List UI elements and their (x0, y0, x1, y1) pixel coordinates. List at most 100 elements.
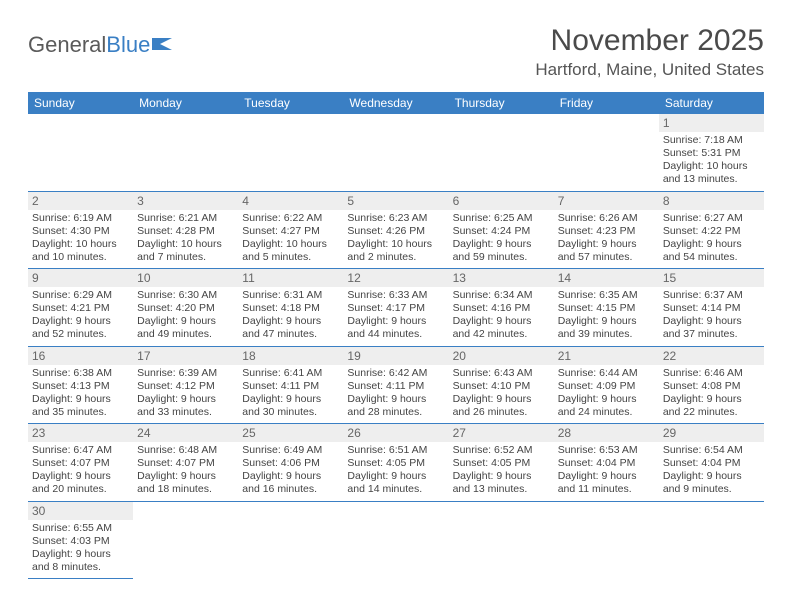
calendar-cell: 27 Sunrise: 6:52 AMSunset: 4:05 PMDayligh… (449, 424, 554, 502)
day-info: Sunrise: 6:55 AMSunset: 4:03 PMDaylight:… (32, 522, 129, 575)
day-number: 12 (343, 269, 448, 287)
calendar-cell: 30 Sunrise: 6:55 AMSunset: 4:03 PMDayligh… (28, 501, 133, 579)
day-info: Sunrise: 6:33 AMSunset: 4:17 PMDaylight:… (347, 289, 444, 342)
weekday-header: Wednesday (343, 92, 448, 114)
calendar-cell: 16 Sunrise: 6:38 AMSunset: 4:13 PMDayligh… (28, 346, 133, 424)
day-info: Sunrise: 6:25 AMSunset: 4:24 PMDaylight:… (453, 212, 550, 265)
day-info: Sunrise: 6:49 AMSunset: 4:06 PMDaylight:… (242, 444, 339, 497)
calendar-cell: 15 Sunrise: 6:37 AMSunset: 4:14 PMDayligh… (659, 269, 764, 347)
day-number: 5 (343, 192, 448, 210)
calendar-cell: 25 Sunrise: 6:49 AMSunset: 4:06 PMDayligh… (238, 424, 343, 502)
day-info: Sunrise: 6:46 AMSunset: 4:08 PMDaylight:… (663, 367, 760, 420)
day-info: Sunrise: 6:35 AMSunset: 4:15 PMDaylight:… (558, 289, 655, 342)
calendar-cell: 12 Sunrise: 6:33 AMSunset: 4:17 PMDayligh… (343, 269, 448, 347)
day-info: Sunrise: 6:30 AMSunset: 4:20 PMDaylight:… (137, 289, 234, 342)
day-info: Sunrise: 6:38 AMSunset: 4:13 PMDaylight:… (32, 367, 129, 420)
calendar-cell: 7 Sunrise: 6:26 AMSunset: 4:23 PMDaylight… (554, 191, 659, 269)
day-number: 6 (449, 192, 554, 210)
calendar-cell: 19Sunrise: 6:42 AMSunset: 4:11 PMDayligh… (343, 346, 448, 424)
day-number: 1 (659, 114, 764, 132)
day-info: Sunrise: 6:43 AMSunset: 4:10 PMDaylight:… (453, 367, 550, 420)
day-info: Sunrise: 6:44 AMSunset: 4:09 PMDaylight:… (558, 367, 655, 420)
day-info: Sunrise: 6:27 AMSunset: 4:22 PMDaylight:… (663, 212, 760, 265)
day-info: Sunrise: 6:34 AMSunset: 4:16 PMDaylight:… (453, 289, 550, 342)
calendar-cell: 13Sunrise: 6:34 AMSunset: 4:16 PMDayligh… (449, 269, 554, 347)
day-number: 24 (133, 424, 238, 442)
calendar-cell: 14Sunrise: 6:35 AMSunset: 4:15 PMDayligh… (554, 269, 659, 347)
day-number: 25 (238, 424, 343, 442)
day-number: 7 (554, 192, 659, 210)
day-info: Sunrise: 6:31 AMSunset: 4:18 PMDaylight:… (242, 289, 339, 342)
day-info: Sunrise: 6:22 AMSunset: 4:27 PMDaylight:… (242, 212, 339, 265)
weekday-header: Tuesday (238, 92, 343, 114)
day-number: 23 (28, 424, 133, 442)
day-number: 9 (28, 269, 133, 287)
day-info: Sunrise: 6:26 AMSunset: 4:23 PMDaylight:… (558, 212, 655, 265)
weekday-header: Friday (554, 92, 659, 114)
day-number: 2 (28, 192, 133, 210)
calendar-cell: 26Sunrise: 6:51 AMSunset: 4:05 PMDayligh… (343, 424, 448, 502)
calendar-cell: 9 Sunrise: 6:29 AMSunset: 4:21 PMDaylight… (28, 269, 133, 347)
day-number: 16 (28, 347, 133, 365)
weekday-header: Saturday (659, 92, 764, 114)
calendar-cell (238, 114, 343, 191)
calendar-cell: 10 Sunrise: 6:30 AMSunset: 4:20 PMDayligh… (133, 269, 238, 347)
calendar-cell: 24 Sunrise: 6:48 AMSunset: 4:07 PMDayligh… (133, 424, 238, 502)
calendar-row: 1Sunrise: 7:18 AMSunset: 5:31 PMDaylight… (28, 114, 764, 191)
day-info: Sunrise: 6:21 AMSunset: 4:28 PMDaylight:… (137, 212, 234, 265)
logo-text-general: General (28, 32, 106, 58)
calendar-cell: 6 Sunrise: 6:25 AMSunset: 4:24 PMDaylight… (449, 191, 554, 269)
day-info: Sunrise: 6:52 AMSunset: 4:05 PMDaylight:… (453, 444, 550, 497)
calendar-row: 16 Sunrise: 6:38 AMSunset: 4:13 PMDayligh… (28, 346, 764, 424)
calendar-row: 30 Sunrise: 6:55 AMSunset: 4:03 PMDayligh… (28, 501, 764, 579)
weekday-header: Sunday (28, 92, 133, 114)
calendar-cell (659, 501, 764, 579)
calendar-head: SundayMondayTuesdayWednesdayThursdayFrid… (28, 92, 764, 114)
calendar-cell: 17 Sunrise: 6:39 AMSunset: 4:12 PMDayligh… (133, 346, 238, 424)
day-number: 22 (659, 347, 764, 365)
day-info: Sunrise: 6:47 AMSunset: 4:07 PMDaylight:… (32, 444, 129, 497)
calendar-cell: 8Sunrise: 6:27 AMSunset: 4:22 PMDaylight… (659, 191, 764, 269)
day-number: 30 (28, 502, 133, 520)
day-info: Sunrise: 6:39 AMSunset: 4:12 PMDaylight:… (137, 367, 234, 420)
calendar-cell: 23 Sunrise: 6:47 AMSunset: 4:07 PMDayligh… (28, 424, 133, 502)
day-number: 27 (449, 424, 554, 442)
calendar-cell: 29Sunrise: 6:54 AMSunset: 4:04 PMDayligh… (659, 424, 764, 502)
logo-flag-icon (152, 36, 174, 52)
calendar-cell: 3Sunrise: 6:21 AMSunset: 4:28 PMDaylight… (133, 191, 238, 269)
calendar-cell: 28Sunrise: 6:53 AMSunset: 4:04 PMDayligh… (554, 424, 659, 502)
title-block: November 2025 Hartford, Maine, United St… (535, 24, 764, 80)
day-info: Sunrise: 6:29 AMSunset: 4:21 PMDaylight:… (32, 289, 129, 342)
day-number: 19 (343, 347, 448, 365)
day-info: Sunrise: 6:41 AMSunset: 4:11 PMDaylight:… (242, 367, 339, 420)
logo-text-blue: Blue (106, 32, 150, 58)
day-info: Sunrise: 6:37 AMSunset: 4:14 PMDaylight:… (663, 289, 760, 342)
day-info: Sunrise: 6:51 AMSunset: 4:05 PMDaylight:… (347, 444, 444, 497)
day-number: 15 (659, 269, 764, 287)
calendar-cell: 22 Sunrise: 6:46 AMSunset: 4:08 PMDayligh… (659, 346, 764, 424)
location: Hartford, Maine, United States (535, 60, 764, 80)
calendar-row: 2Sunrise: 6:19 AMSunset: 4:30 PMDaylight… (28, 191, 764, 269)
weekday-header: Monday (133, 92, 238, 114)
calendar-cell: 2Sunrise: 6:19 AMSunset: 4:30 PMDaylight… (28, 191, 133, 269)
day-info: Sunrise: 6:48 AMSunset: 4:07 PMDaylight:… (137, 444, 234, 497)
calendar-row: 23 Sunrise: 6:47 AMSunset: 4:07 PMDayligh… (28, 424, 764, 502)
calendar-cell (554, 501, 659, 579)
day-number: 20 (449, 347, 554, 365)
day-number: 4 (238, 192, 343, 210)
calendar-cell (133, 501, 238, 579)
day-number: 10 (133, 269, 238, 287)
calendar-body: 1Sunrise: 7:18 AMSunset: 5:31 PMDaylight… (28, 114, 764, 579)
calendar-cell (28, 114, 133, 191)
calendar-cell: 21Sunrise: 6:44 AMSunset: 4:09 PMDayligh… (554, 346, 659, 424)
calendar-cell (238, 501, 343, 579)
weekday-row: SundayMondayTuesdayWednesdayThursdayFrid… (28, 92, 764, 114)
calendar-row: 9 Sunrise: 6:29 AMSunset: 4:21 PMDaylight… (28, 269, 764, 347)
calendar-cell (343, 501, 448, 579)
calendar-table: SundayMondayTuesdayWednesdayThursdayFrid… (28, 92, 764, 579)
day-number: 28 (554, 424, 659, 442)
calendar-cell (554, 114, 659, 191)
day-number: 17 (133, 347, 238, 365)
day-number: 11 (238, 269, 343, 287)
calendar-cell: 4 Sunrise: 6:22 AMSunset: 4:27 PMDaylight… (238, 191, 343, 269)
